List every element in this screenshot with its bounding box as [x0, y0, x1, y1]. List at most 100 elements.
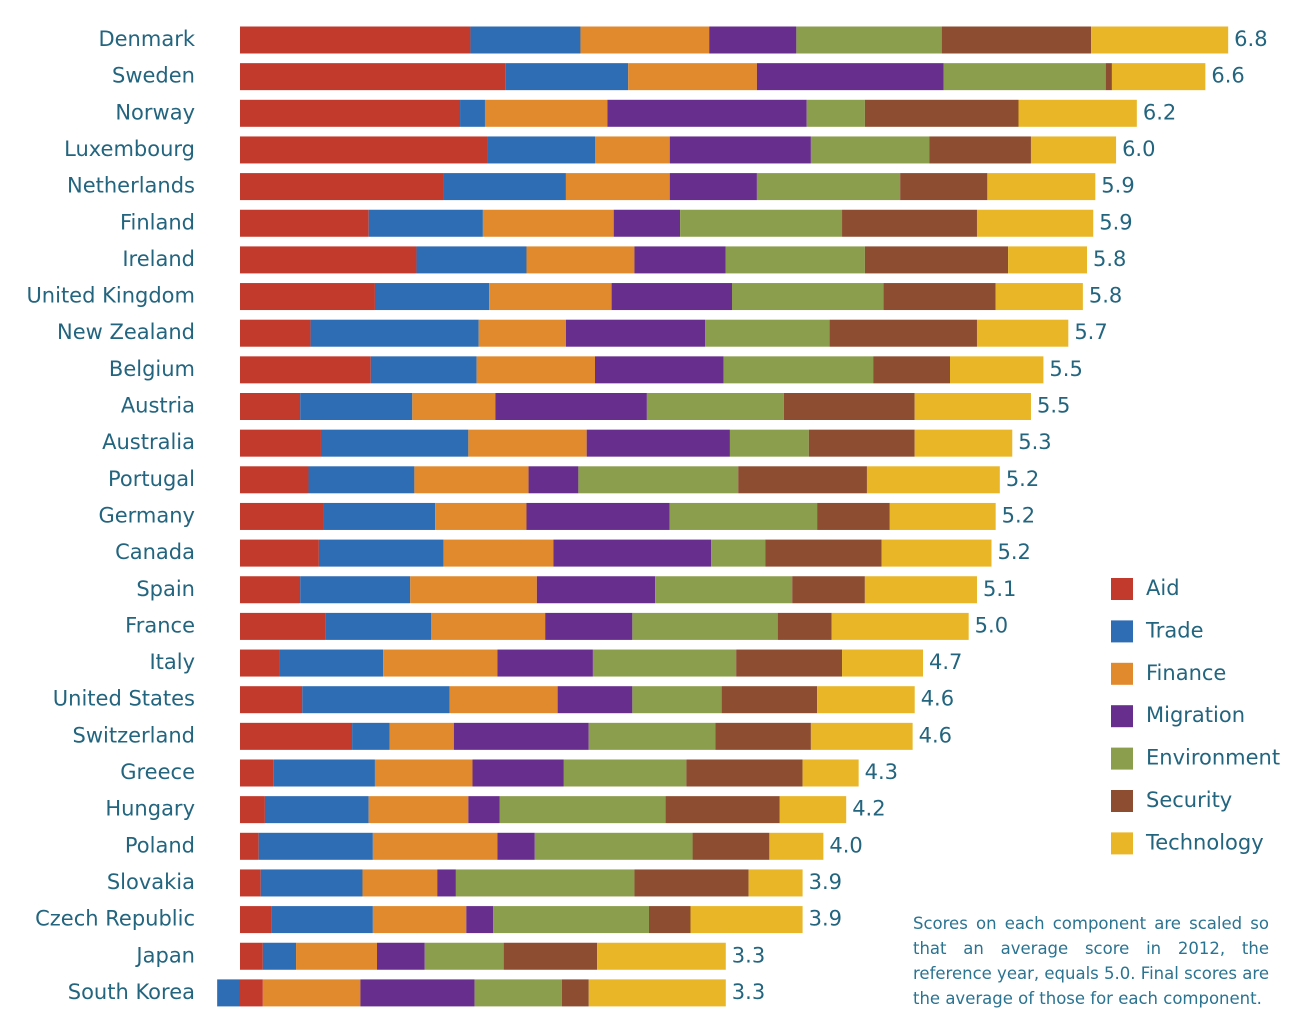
bar-segment — [273, 759, 375, 787]
bar-segment — [632, 686, 722, 714]
bar-segment — [264, 796, 369, 824]
category-label: Australia — [102, 430, 195, 454]
bar-segment — [435, 502, 527, 530]
bar-segment — [779, 796, 847, 824]
category-label: United Kingdom — [26, 284, 195, 308]
bar-segment — [655, 576, 793, 604]
legend-label: Migration — [1146, 703, 1245, 727]
score-label: 5.2 — [1006, 467, 1039, 491]
bar-segment — [949, 356, 1044, 384]
bar-segment — [478, 319, 566, 347]
bar-segment — [588, 979, 726, 1007]
category-label: Portugal — [108, 467, 195, 491]
category-label: Slovakia — [107, 870, 195, 894]
bar-segment — [889, 502, 996, 530]
bar-segment — [729, 429, 809, 457]
bar-segment — [914, 429, 1013, 457]
bar-segment — [592, 649, 737, 677]
bar-segment — [561, 979, 589, 1007]
bar-segment — [578, 466, 739, 494]
bar-segment — [240, 246, 417, 274]
bar-segment — [648, 906, 691, 934]
bar-segment — [646, 393, 784, 420]
bar-segment — [711, 539, 766, 567]
bar-segment — [412, 393, 496, 420]
legend-swatch — [1111, 620, 1133, 643]
bar-segment — [534, 832, 693, 860]
legend-label: Aid — [1146, 576, 1180, 600]
bar-segment — [842, 209, 977, 237]
category-label: Spain — [136, 577, 195, 601]
bar-segment — [240, 393, 301, 420]
bar-segment — [634, 869, 749, 897]
bar-segment — [374, 759, 473, 787]
bar-segment — [271, 906, 373, 934]
bar-segment — [810, 136, 930, 164]
bar-segment — [594, 136, 670, 164]
bar-segment — [943, 63, 1106, 91]
bar-segment — [468, 429, 587, 457]
bar-segment — [499, 796, 666, 824]
bar-segment — [318, 539, 444, 567]
bar-segment — [482, 209, 614, 237]
bar-segment — [831, 612, 969, 640]
bar-segment — [829, 319, 977, 347]
bar-segment — [240, 576, 301, 604]
legend-swatch — [1111, 705, 1133, 728]
bar-segment — [881, 539, 992, 567]
bar-segment — [240, 649, 280, 677]
bar-segment — [260, 869, 363, 897]
bar-segment — [748, 869, 803, 897]
category-label: Belgium — [109, 357, 195, 381]
bar-segment — [765, 539, 882, 567]
bar-segment — [715, 722, 811, 750]
bar-segment — [692, 832, 770, 860]
bar-segment — [437, 869, 456, 897]
bar-segment — [240, 429, 321, 457]
legend-label: Security — [1146, 788, 1232, 812]
bar-segment — [628, 63, 757, 91]
bar-segment — [1111, 63, 1206, 91]
bar-segment — [258, 832, 373, 860]
bar-segment — [262, 979, 361, 1007]
bar-segment — [806, 99, 865, 127]
bar-segment — [372, 906, 467, 934]
bar-segment — [866, 466, 1000, 494]
bar-segment — [976, 209, 1094, 237]
bar-segment — [914, 393, 1031, 420]
bar-segment — [557, 686, 633, 714]
bar-segment — [360, 979, 475, 1007]
bar-segment — [240, 796, 265, 824]
bar-segment — [362, 869, 438, 897]
category-label: United States — [53, 687, 195, 711]
score-label: 5.5 — [1049, 357, 1082, 381]
score-label: 6.0 — [1122, 137, 1155, 161]
bar-segment — [240, 722, 353, 750]
legend-swatch — [1111, 747, 1133, 770]
category-label: Luxembourg — [64, 137, 195, 161]
bar-segment — [756, 63, 944, 91]
bar-segment — [487, 136, 595, 164]
category-label: South Korea — [68, 980, 195, 1004]
bar-segment — [443, 539, 554, 567]
bar-segment — [240, 759, 274, 787]
bar-segment — [632, 612, 778, 640]
bar-segment — [302, 686, 450, 714]
bar-segment — [526, 502, 670, 530]
bar-segment — [310, 319, 479, 347]
bar-segment — [240, 283, 375, 311]
category-label: Canada — [115, 540, 195, 564]
bar-segment — [565, 173, 670, 201]
category-label: France — [125, 613, 195, 637]
category-label: Switzerland — [73, 723, 196, 747]
bar-segment — [240, 136, 488, 164]
score-label: 6.8 — [1234, 27, 1267, 51]
score-label: 4.0 — [829, 833, 862, 857]
bar-segment — [721, 686, 818, 714]
bar-segment — [810, 722, 913, 750]
bar-segment — [368, 209, 483, 237]
note: Scores on each component are scaled so t… — [913, 914, 1269, 1008]
bar-segment — [410, 576, 537, 604]
bar-segment — [669, 173, 757, 201]
